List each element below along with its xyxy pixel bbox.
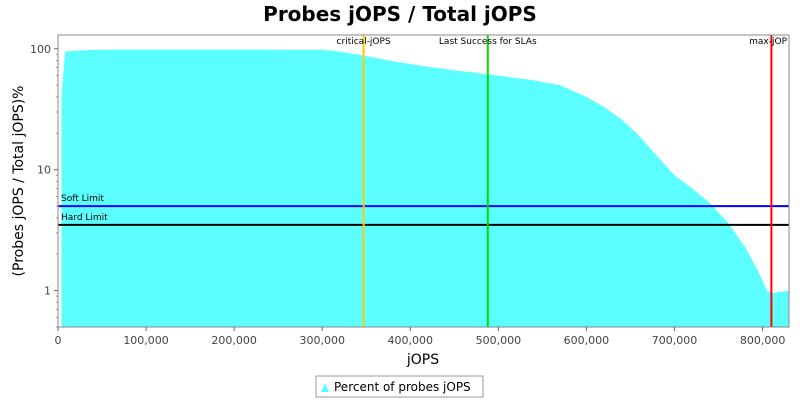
vertical-markers: critical-jOPS Last Success for SLAs max-jO… [337,35,788,327]
x-tick-label-4: 400,000 [388,334,434,347]
legend-swatch [321,383,329,392]
x-tick-label-8: 800,000 [740,334,786,347]
y-tick-label-1: 10 [37,164,51,177]
legend-item-label: Percent of probes jOPS [334,380,471,394]
x-tick-label-3: 300,000 [299,334,345,347]
v-marker-label-2: max-jOP [749,37,787,47]
x-tick-label-2: 200,000 [211,334,257,347]
x-axis: 0 100,000 200,000 300,000 400,000 500,000 600,… [55,327,786,347]
legend-box [315,375,484,398]
y-tick-label-0: 1 [44,285,51,298]
y-axis-label: (Probes jOPS / Total jOPS)% [11,86,27,277]
horizontal-markers: Soft Limit Hard Limit [58,194,789,226]
v-marker-label-1: Last Success for SLAs [439,37,537,47]
y-tick-label-2: 100 [30,43,51,56]
x-tick-label-6: 600,000 [564,334,610,347]
legend: Percent of probes jOPS [315,375,484,398]
h-marker-label-0: Soft Limit [61,194,104,204]
x-tick-label-1: 100,000 [123,334,169,347]
series-area [61,49,789,327]
x-tick-label-0: 0 [55,334,62,347]
v-marker-label-0: critical-jOPS [337,37,391,47]
plot-area: Soft Limit Hard Limit critical-jOPS Last S… [57,34,790,328]
y-axis: 1 10 100 [30,43,58,328]
x-axis-label: jOPS [406,352,439,368]
x-tick-label-5: 500,000 [476,334,522,347]
x-tick-label-7: 700,000 [652,334,698,347]
chart-title: Probes jOPS / Total jOPS [263,2,537,26]
h-marker-label-1: Hard Limit [61,213,108,223]
